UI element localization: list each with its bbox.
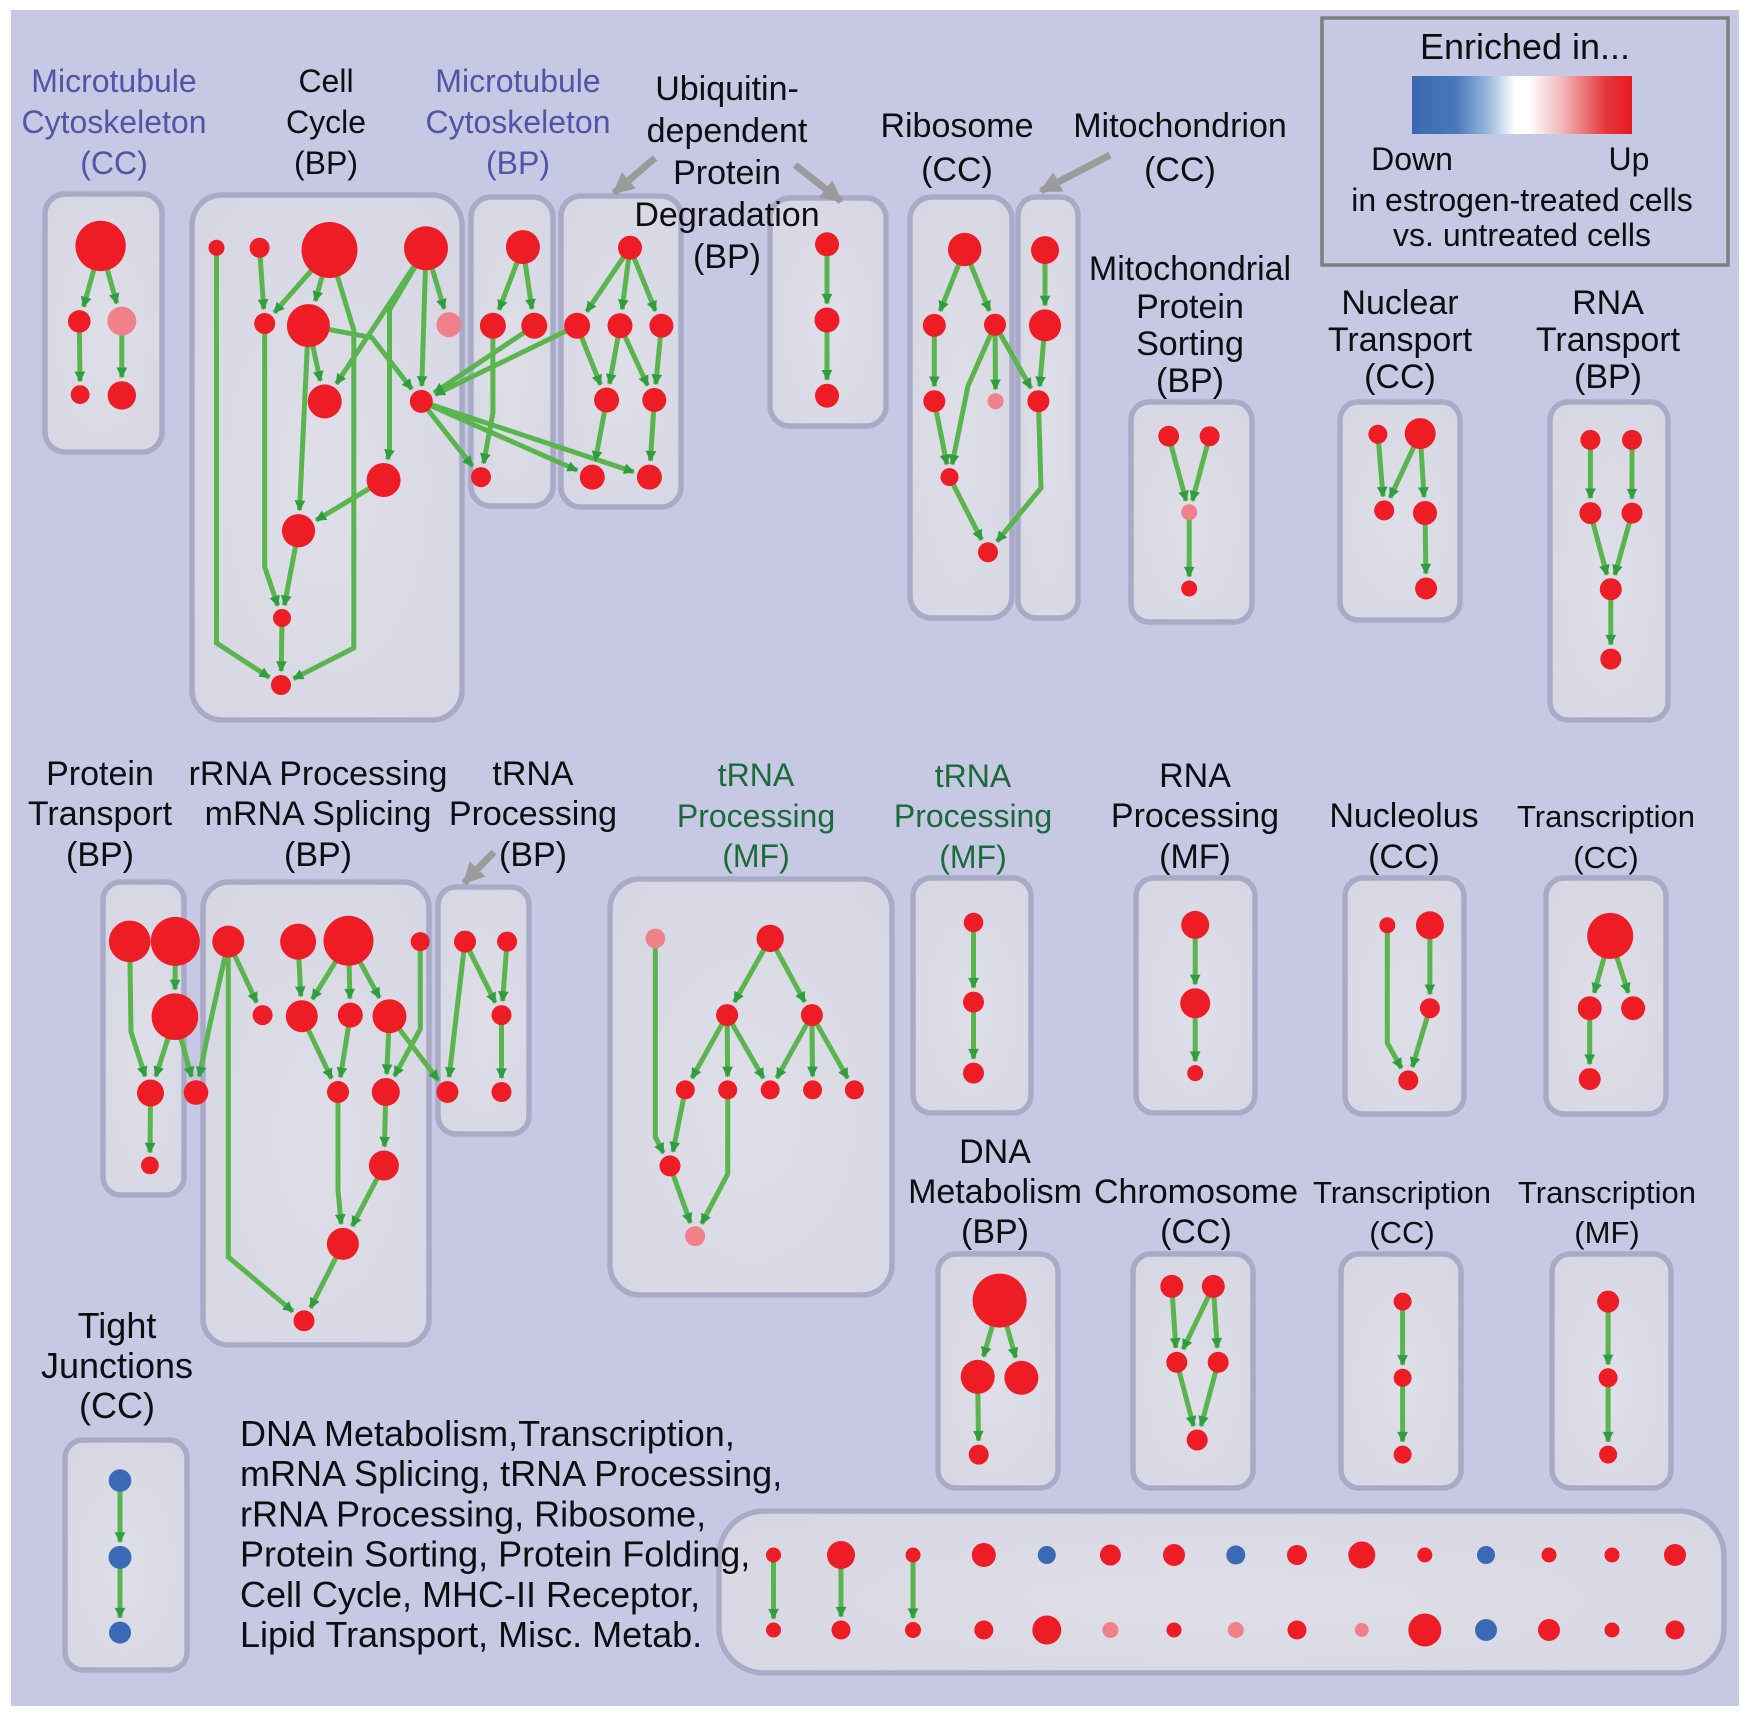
svg-text:rRNA Processing: rRNA Processing [189, 755, 448, 793]
svg-text:Ribosome: Ribosome [880, 107, 1033, 145]
svg-text:(MF): (MF) [939, 839, 1007, 875]
svg-text:Down: Down [1371, 141, 1453, 177]
svg-text:(MF): (MF) [1159, 838, 1231, 876]
svg-text:vs. untreated cells: vs. untreated cells [1393, 217, 1651, 253]
svg-text:Transport: Transport [1328, 321, 1473, 359]
svg-text:(BP): (BP) [1574, 358, 1642, 396]
svg-text:Processing: Processing [894, 798, 1052, 834]
svg-text:Transcription: Transcription [1518, 1175, 1696, 1210]
svg-text:Mitochondrion: Mitochondrion [1073, 107, 1287, 145]
svg-text:RNA: RNA [1572, 284, 1644, 322]
svg-text:Cycle: Cycle [286, 104, 366, 140]
svg-text:Protein: Protein [673, 154, 781, 192]
svg-text:Mitochondrial: Mitochondrial [1089, 250, 1291, 288]
svg-text:in estrogen-treated cells: in estrogen-treated cells [1351, 182, 1693, 218]
svg-text:Microtubule: Microtubule [435, 63, 600, 99]
svg-text:(CC): (CC) [1369, 1215, 1434, 1250]
svg-text:RNA: RNA [1159, 757, 1231, 795]
svg-text:Transport: Transport [1536, 321, 1681, 359]
svg-text:(BP): (BP) [961, 1213, 1029, 1251]
svg-text:Nuclear: Nuclear [1341, 284, 1458, 322]
svg-text:(CC): (CC) [80, 145, 148, 181]
svg-text:(CC): (CC) [1573, 840, 1638, 875]
svg-text:DNA Metabolism,Transcription,: DNA Metabolism,Transcription, [240, 1413, 735, 1454]
svg-text:Degradation: Degradation [634, 196, 819, 234]
svg-text:Junctions: Junctions [41, 1345, 193, 1386]
svg-text:(BP): (BP) [1156, 362, 1224, 400]
svg-text:Chromosome: Chromosome [1094, 1173, 1298, 1211]
svg-text:tRNA: tRNA [718, 757, 795, 793]
svg-text:Cell: Cell [298, 63, 353, 99]
svg-text:dependent: dependent [647, 112, 808, 150]
svg-text:Up: Up [1609, 141, 1650, 177]
svg-text:Transcription: Transcription [1517, 799, 1695, 834]
svg-text:tRNA: tRNA [935, 758, 1012, 794]
svg-text:(MF): (MF) [1574, 1215, 1639, 1250]
svg-text:Processing: Processing [449, 795, 617, 833]
svg-text:(CC): (CC) [1368, 838, 1440, 876]
svg-text:Transcription: Transcription [1313, 1175, 1491, 1210]
svg-text:(CC): (CC) [79, 1385, 155, 1426]
svg-text:Processing: Processing [1111, 797, 1279, 835]
svg-text:(BP): (BP) [486, 145, 550, 181]
svg-text:DNA: DNA [959, 1133, 1031, 1171]
svg-text:tRNA: tRNA [492, 755, 574, 793]
svg-text:Tight: Tight [78, 1305, 157, 1346]
svg-text:Cytoskeleton: Cytoskeleton [22, 104, 207, 140]
svg-text:Ubiquitin-: Ubiquitin- [655, 70, 799, 108]
svg-text:(BP): (BP) [66, 836, 134, 874]
svg-text:(CC): (CC) [921, 151, 993, 189]
svg-text:Cytoskeleton: Cytoskeleton [426, 104, 611, 140]
svg-text:(CC): (CC) [1364, 358, 1436, 396]
svg-text:Lipid Transport, Misc. Metab.: Lipid Transport, Misc. Metab. [240, 1614, 702, 1655]
svg-text:(MF): (MF) [722, 838, 790, 874]
svg-text:Metabolism: Metabolism [908, 1173, 1082, 1211]
svg-text:Transport: Transport [28, 795, 173, 833]
svg-text:Sorting: Sorting [1136, 325, 1244, 363]
svg-text:mRNA Splicing, tRNA Processing: mRNA Splicing, tRNA Processing, [240, 1453, 782, 1494]
svg-text:Cell Cycle, MHC-II Receptor,: Cell Cycle, MHC-II Receptor, [240, 1574, 700, 1615]
svg-text:Protein: Protein [1136, 288, 1244, 326]
svg-text:(BP): (BP) [294, 145, 358, 181]
svg-text:(CC): (CC) [1160, 1213, 1232, 1251]
svg-text:mRNA Splicing: mRNA Splicing [205, 795, 432, 833]
svg-text:Protein: Protein [46, 755, 154, 793]
svg-text:rRNA Processing, Ribosome,: rRNA Processing, Ribosome, [240, 1493, 706, 1534]
svg-text:Processing: Processing [677, 798, 835, 834]
svg-text:Enriched in...: Enriched in... [1420, 26, 1630, 67]
svg-text:Nucleolus: Nucleolus [1329, 797, 1478, 835]
svg-text:Protein Sorting, Protein Foldi: Protein Sorting, Protein Folding, [240, 1534, 750, 1575]
svg-text:(BP): (BP) [693, 238, 761, 276]
svg-text:(CC): (CC) [1144, 151, 1216, 189]
svg-text:Microtubule: Microtubule [31, 63, 196, 99]
svg-text:(BP): (BP) [499, 836, 567, 874]
svg-text:(BP): (BP) [284, 836, 352, 874]
